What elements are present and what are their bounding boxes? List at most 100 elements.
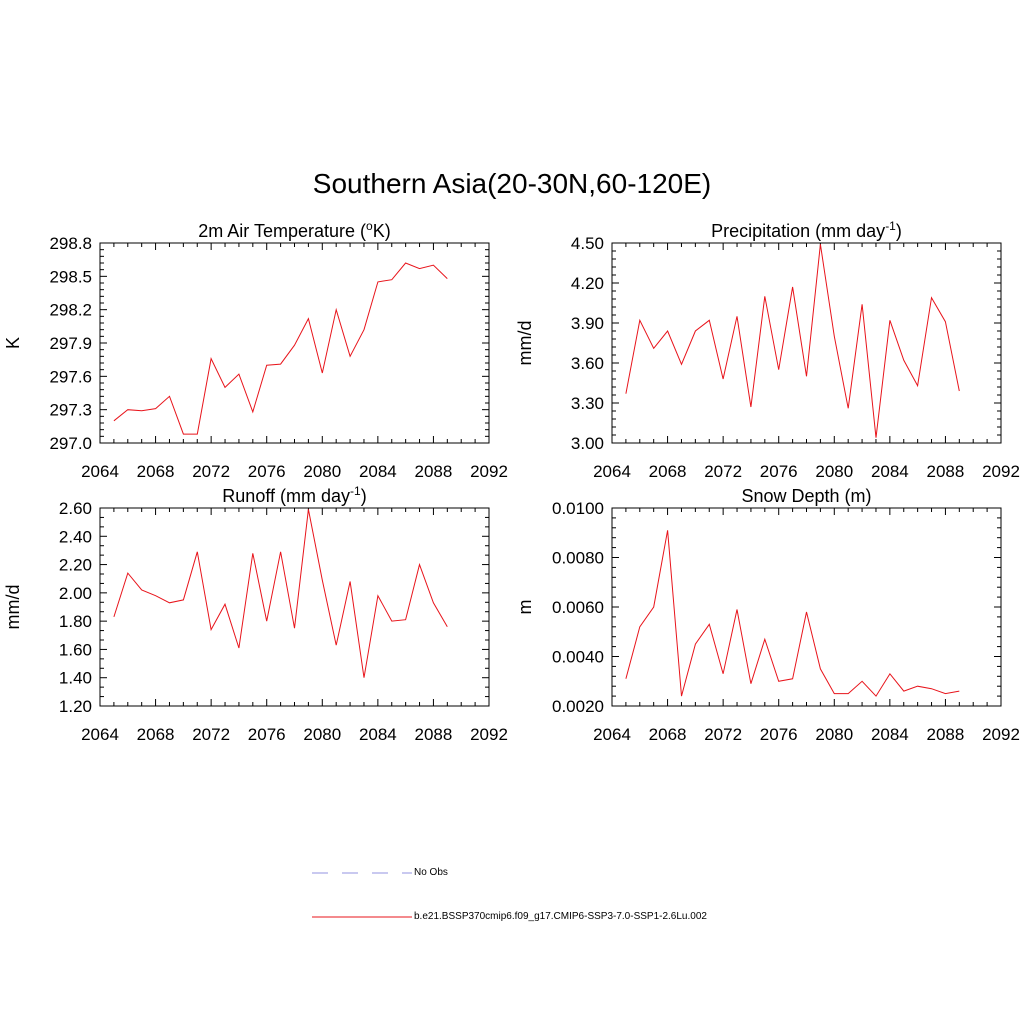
y-tick-label: 297.3 <box>49 401 92 420</box>
data-point <box>349 356 350 357</box>
x-tick-label: 2064 <box>81 725 119 744</box>
x-tick-label: 2084 <box>359 725 397 744</box>
data-point <box>875 696 876 697</box>
y-tick-label: 4.20 <box>571 274 604 293</box>
data-point <box>806 376 807 377</box>
x-tick-label: 2092 <box>982 462 1020 481</box>
data-point <box>917 385 918 386</box>
data-point <box>113 420 114 421</box>
panel-title: Runoff (mm day-1) <box>222 484 366 506</box>
data-point <box>308 318 309 319</box>
data-point <box>447 626 448 627</box>
data-point <box>681 364 682 365</box>
data-point <box>405 619 406 620</box>
x-tick-label: 2088 <box>415 725 453 744</box>
data-point <box>861 304 862 305</box>
data-point <box>141 589 142 590</box>
y-tick-label: 3.90 <box>571 314 604 333</box>
plot-frame <box>611 507 1002 707</box>
y-axis-label: mm/d <box>515 321 535 366</box>
data-point <box>183 599 184 600</box>
data-point <box>377 281 378 282</box>
data-point <box>639 320 640 321</box>
x-tick-label: 2064 <box>593 725 631 744</box>
x-tick-label: 2084 <box>871 725 909 744</box>
x-tick-label: 2076 <box>760 462 798 481</box>
x-tick-label: 2088 <box>927 725 965 744</box>
data-point <box>625 393 626 394</box>
x-tick-label: 2068 <box>137 462 175 481</box>
data-point <box>252 553 253 554</box>
data-point <box>903 360 904 361</box>
data-point <box>391 621 392 622</box>
data-point <box>447 278 448 279</box>
y-tick-label: 297.6 <box>49 367 92 386</box>
y-tick-label: 1.20 <box>59 697 92 716</box>
data-point <box>155 595 156 596</box>
data-point <box>377 595 378 596</box>
data-point <box>959 691 960 692</box>
y-tick-label: 3.30 <box>571 394 604 413</box>
y-tick-label: 297.9 <box>49 334 92 353</box>
data-point <box>322 580 323 581</box>
y-axis-label: m <box>515 600 535 615</box>
x-tick-label: 2076 <box>248 725 286 744</box>
data-point <box>113 616 114 617</box>
x-tick-label: 2084 <box>871 462 909 481</box>
x-tick-label: 2068 <box>649 725 687 744</box>
data-point <box>806 611 807 612</box>
data-point <box>723 378 724 379</box>
data-point <box>127 572 128 573</box>
series-line <box>625 244 960 438</box>
data-point <box>141 410 142 411</box>
panel-title: Snow Depth (m) <box>741 486 871 506</box>
data-point <box>224 604 225 605</box>
y-tick-label: 3.60 <box>571 354 604 373</box>
y-tick-label: 0.0100 <box>552 499 604 518</box>
y-tick-label: 0.0040 <box>552 648 604 667</box>
data-point <box>197 551 198 552</box>
data-point <box>889 673 890 674</box>
x-tick-label: 2080 <box>815 462 853 481</box>
data-point <box>308 509 309 510</box>
data-point <box>861 681 862 682</box>
data-point <box>391 279 392 280</box>
data-point <box>945 321 946 322</box>
data-point <box>834 693 835 694</box>
panel-precipitation: 2064 2068 2072 2076 2080 2084 2088 2092 3.00 3.30… <box>515 219 1020 481</box>
data-point <box>433 265 434 266</box>
data-point <box>336 645 337 646</box>
x-tick-label: 2072 <box>704 725 742 744</box>
data-point <box>169 602 170 603</box>
data-point <box>931 297 932 298</box>
panel-snow-depth: 2064 2068 2072 2076 2080 2084 2088 2092 0.0020 0.… <box>515 486 1020 744</box>
y-tick-label: 0.0080 <box>552 549 604 568</box>
data-point <box>363 329 364 330</box>
data-point <box>820 668 821 669</box>
data-point <box>834 336 835 337</box>
data-point <box>433 602 434 603</box>
data-point <box>363 677 364 678</box>
y-tick-label: 2.40 <box>59 527 92 546</box>
y-tick-label: 298.5 <box>49 267 92 286</box>
data-point <box>127 409 128 410</box>
y-tick-label: 0.0020 <box>552 697 604 716</box>
data-point <box>945 693 946 694</box>
data-point <box>764 296 765 297</box>
y-tick-label: 2.60 <box>59 499 92 518</box>
x-tick-label: 2068 <box>137 725 175 744</box>
panel-title: Precipitation (mm day-1) <box>711 219 902 241</box>
data-point <box>653 348 654 349</box>
panel-runoff: 2064 2068 2072 2076 2080 2084 2088 2092 1.20 1.40… <box>3 484 508 744</box>
data-point <box>695 644 696 645</box>
data-point <box>875 437 876 438</box>
y-tick-label: 2.00 <box>59 584 92 603</box>
data-point <box>848 693 849 694</box>
data-point <box>653 606 654 607</box>
data-point <box>681 696 682 697</box>
data-point <box>667 330 668 331</box>
data-point <box>695 330 696 331</box>
plot-frame <box>99 242 490 444</box>
y-tick-label: 297.0 <box>49 434 92 453</box>
x-tick-label: 2072 <box>704 462 742 481</box>
